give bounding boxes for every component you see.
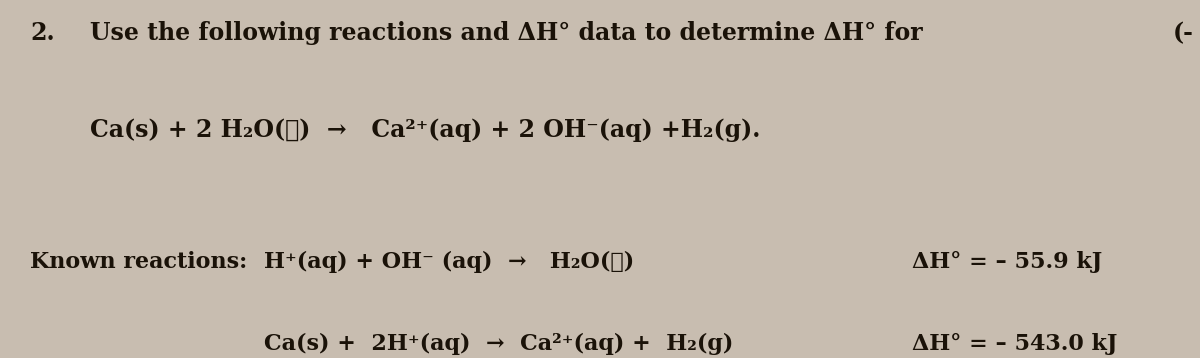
Text: (-: (- [1174,21,1194,45]
Text: Ca(s) +  2H⁺(aq)  →  Ca²⁺(aq) +  H₂(g): Ca(s) + 2H⁺(aq) → Ca²⁺(aq) + H₂(g) [264,333,733,355]
Text: Use the following reactions and ΔH° data to determine ΔH° for: Use the following reactions and ΔH° data… [90,21,923,45]
Text: H⁺(aq) + OH⁻ (aq)  →   H₂O(ℓ): H⁺(aq) + OH⁻ (aq) → H₂O(ℓ) [264,251,635,273]
Text: ΔH° = – 543.0 kJ: ΔH° = – 543.0 kJ [912,333,1117,355]
Text: 2.: 2. [30,21,55,45]
Text: Known reactions:: Known reactions: [30,251,247,272]
Text: Ca(s) + 2 H₂O(ℓ)  →   Ca²⁺(aq) + 2 OH⁻(aq) +H₂(g).: Ca(s) + 2 H₂O(ℓ) → Ca²⁺(aq) + 2 OH⁻(aq) … [90,118,761,142]
Text: ΔH° = – 55.9 kJ: ΔH° = – 55.9 kJ [912,251,1103,272]
